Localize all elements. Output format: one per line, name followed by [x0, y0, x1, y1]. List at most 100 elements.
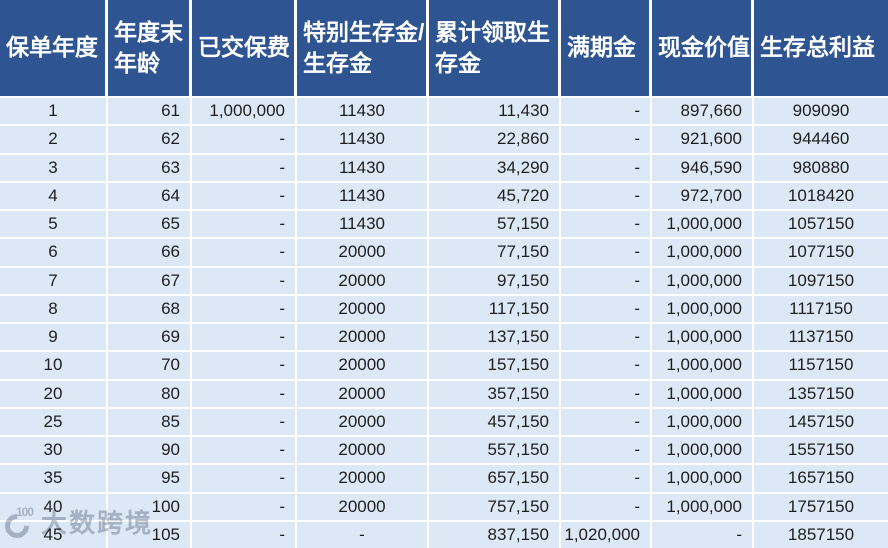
table-cell: 1,020,000: [561, 521, 652, 548]
table-row: 25 85-20000 457,150-1,000,000 1457150: [0, 406, 888, 435]
table-cell: -: [561, 380, 652, 407]
table-cell: 1077150: [754, 239, 888, 266]
table-cell: 69: [108, 324, 192, 351]
column-header-policy-year: 保单年度: [0, 0, 108, 96]
table-cell: 457,150: [429, 408, 561, 435]
table-cell: -: [192, 465, 297, 492]
table-cell: 1,000,000: [652, 352, 754, 379]
table-cell: 20000: [297, 295, 429, 322]
table-cell: 97,150: [429, 267, 561, 294]
table-cell: 105: [108, 521, 192, 548]
table-cell: -: [561, 239, 652, 266]
table-cell: 1,000,000: [652, 211, 754, 238]
table-cell: 20000: [297, 437, 429, 464]
table-row: 40 100-20000 757,150-1,000,000 1757150: [0, 491, 888, 520]
table-cell: 100: [108, 493, 192, 520]
table-cell: 1,000,000: [652, 408, 754, 435]
table-cell: 1,000,000: [652, 295, 754, 322]
table-cell: -: [561, 211, 652, 238]
table-cell: 1657150: [754, 465, 888, 492]
table-cell: 909090: [754, 98, 888, 125]
table-cell: 77,150: [429, 239, 561, 266]
table-cell: 1457150: [754, 408, 888, 435]
table-cell: -: [561, 465, 652, 492]
table-cell: 1057150: [754, 211, 888, 238]
table-cell: 557,150: [429, 437, 561, 464]
table-row: 20 80-20000 357,150-1,000,000 1357150: [0, 378, 888, 407]
table-cell: 1097150: [754, 267, 888, 294]
table-cell: 10: [0, 352, 108, 379]
table-cell: -: [192, 493, 297, 520]
column-header-maturity-benefit: 满期金: [561, 0, 652, 96]
table-cell: -: [192, 295, 297, 322]
table-cell: 20000: [297, 493, 429, 520]
table-cell: 1857150: [754, 521, 888, 548]
table-row: 1 61 1,000,000 11430 11,430-897,660 909090: [0, 96, 888, 125]
table-cell: 1,000,000: [652, 380, 754, 407]
table-cell: 837,150: [429, 521, 561, 548]
table-cell: 64: [108, 182, 192, 209]
table-cell: 20000: [297, 324, 429, 351]
table-cell: -: [561, 352, 652, 379]
table-cell: 1117150: [754, 295, 888, 322]
table-cell: 90: [108, 437, 192, 464]
table-cell: 35: [0, 465, 108, 492]
table-cell: -: [192, 182, 297, 209]
table-cell: 63: [108, 154, 192, 181]
table-cell: 62: [108, 126, 192, 153]
table-cell: -: [192, 408, 297, 435]
table-cell: 68: [108, 295, 192, 322]
table-cell: 11,430: [429, 98, 561, 125]
table-cell: -: [561, 182, 652, 209]
table-cell: 11430: [297, 98, 429, 125]
column-header-total-survival-benefit: 生存总利益: [754, 0, 888, 96]
table-cell: -: [561, 408, 652, 435]
table-cell: 117,150: [429, 295, 561, 322]
table-cell: 45,720: [429, 182, 561, 209]
table-cell: -: [192, 521, 297, 548]
table-cell: 20: [0, 380, 108, 407]
table-row: 4 64-11430 45,720-972,700 1018420: [0, 180, 888, 209]
table-cell: -: [192, 324, 297, 351]
table-cell: 8: [0, 295, 108, 322]
table-cell: 65: [108, 211, 192, 238]
table-row: 2 62-11430 22,860-921,600 944460: [0, 124, 888, 153]
column-header-accumulated-survival-benefit: 累计领取生 存金: [429, 0, 561, 96]
table-cell: -: [192, 380, 297, 407]
table-cell: 6: [0, 239, 108, 266]
table-cell: 897,660: [652, 98, 754, 125]
table-cell: -: [192, 154, 297, 181]
table-cell: 1757150: [754, 493, 888, 520]
table-cell: 9: [0, 324, 108, 351]
table-cell: 25: [0, 408, 108, 435]
table-cell: 11430: [297, 182, 429, 209]
table-cell: 40: [0, 493, 108, 520]
table-cell: 61: [108, 98, 192, 125]
table-cell: 5: [0, 211, 108, 238]
table-cell: 22,860: [429, 126, 561, 153]
table-cell: -: [192, 239, 297, 266]
table-row: 35 95-20000 657,150-1,000,000 1657150: [0, 463, 888, 492]
table-cell: 20000: [297, 239, 429, 266]
table-cell: 1,000,000: [652, 239, 754, 266]
column-header-special-survival-benefit: 特别生存金/ 生存金: [297, 0, 429, 96]
table-cell: -: [297, 521, 429, 548]
column-header-age-at-year-end: 年度末 年龄: [108, 0, 192, 96]
table-cell: -: [561, 437, 652, 464]
column-header-cash-value: 现金价值: [652, 0, 754, 96]
table-cell: 1: [0, 98, 108, 125]
table-cell: 20000: [297, 380, 429, 407]
table-cell: 11430: [297, 126, 429, 153]
table-cell: 7: [0, 267, 108, 294]
table-cell: 357,150: [429, 380, 561, 407]
table-cell: 2: [0, 126, 108, 153]
table-cell: -: [652, 521, 754, 548]
table-cell: 11430: [297, 154, 429, 181]
table-cell: 30: [0, 437, 108, 464]
table-cell: 1,000,000: [192, 98, 297, 125]
table-cell: 45: [0, 521, 108, 548]
table-cell: 80: [108, 380, 192, 407]
table-cell: 85: [108, 408, 192, 435]
table-row: 8 68-20000 117,150-1,000,000 1117150: [0, 293, 888, 322]
